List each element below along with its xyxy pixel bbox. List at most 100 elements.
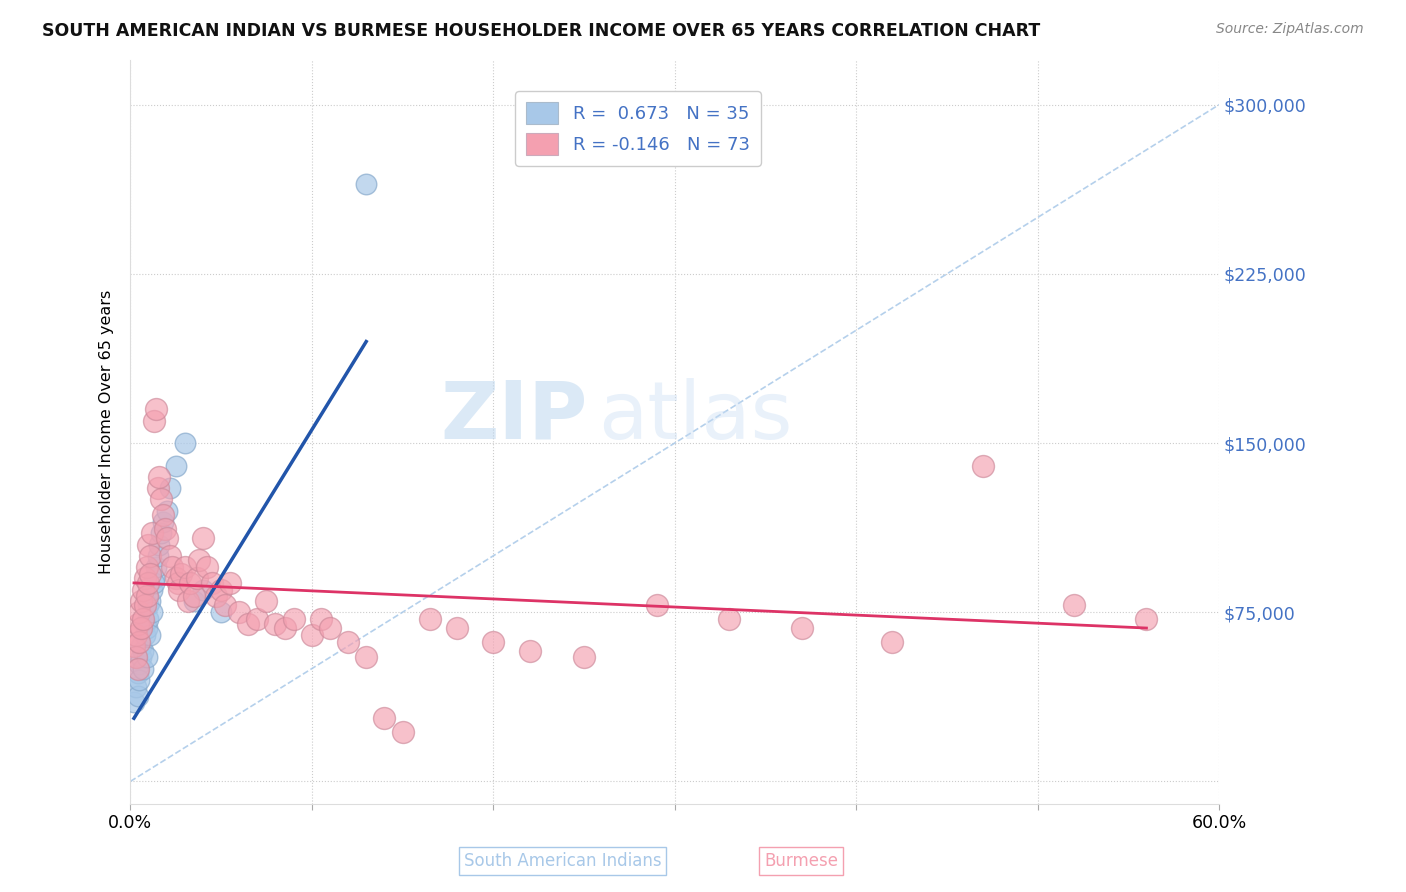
Point	[188, 553, 211, 567]
Point	[391, 724, 413, 739]
Point	[373, 711, 395, 725]
Point	[142, 576, 165, 591]
Point	[128, 605, 150, 619]
Point	[179, 576, 201, 591]
Point	[1063, 599, 1085, 613]
Point	[125, 650, 148, 665]
Point	[354, 177, 377, 191]
Point	[254, 594, 277, 608]
Point	[135, 590, 157, 604]
Point	[132, 643, 155, 657]
Point	[572, 650, 595, 665]
Point	[132, 662, 155, 676]
Point	[145, 402, 167, 417]
Point	[1135, 612, 1157, 626]
Point	[519, 643, 541, 657]
Point	[134, 628, 156, 642]
Point	[150, 492, 173, 507]
Point	[319, 621, 342, 635]
Point	[146, 481, 169, 495]
Point	[129, 621, 152, 635]
Point	[159, 549, 181, 563]
Point	[170, 566, 193, 581]
Point	[156, 504, 179, 518]
Point	[141, 526, 163, 541]
Point	[148, 538, 170, 552]
Point	[128, 634, 150, 648]
Point	[482, 634, 505, 648]
Point	[972, 458, 994, 473]
Point	[191, 531, 214, 545]
Point	[134, 571, 156, 585]
Point	[139, 549, 162, 563]
Point	[125, 680, 148, 694]
Point	[127, 662, 149, 676]
Point	[419, 612, 441, 626]
Point	[153, 522, 176, 536]
Point	[142, 413, 165, 427]
Point	[246, 612, 269, 626]
Point	[204, 590, 226, 604]
Point	[165, 571, 187, 585]
Point	[183, 590, 205, 604]
Point	[122, 696, 145, 710]
Point	[138, 612, 160, 626]
Point	[139, 566, 162, 581]
Point	[219, 576, 242, 591]
Point	[139, 628, 162, 642]
Point	[186, 571, 208, 585]
Point	[135, 560, 157, 574]
Text: Source: ZipAtlas.com: Source: ZipAtlas.com	[1216, 22, 1364, 37]
Point	[645, 599, 668, 613]
Point	[128, 657, 150, 672]
Text: atlas: atlas	[599, 378, 793, 456]
Point	[152, 508, 174, 523]
Point	[127, 616, 149, 631]
Point	[169, 582, 191, 597]
Y-axis label: Householder Income Over 65 years: Householder Income Over 65 years	[100, 290, 114, 574]
Point	[150, 526, 173, 541]
Point	[152, 515, 174, 529]
Point	[882, 634, 904, 648]
Legend: R =  0.673   N = 35, R = -0.146   N = 73: R = 0.673 N = 35, R = -0.146 N = 73	[515, 91, 761, 166]
Point	[177, 594, 200, 608]
Point	[145, 560, 167, 574]
Point	[129, 594, 152, 608]
Point	[446, 621, 468, 635]
Point	[354, 650, 377, 665]
Point	[160, 560, 183, 574]
Point	[129, 639, 152, 653]
Point	[209, 605, 232, 619]
Point	[132, 582, 155, 597]
Point	[125, 628, 148, 642]
Point	[139, 594, 162, 608]
Point	[132, 612, 155, 626]
Point	[148, 470, 170, 484]
Point	[337, 634, 360, 648]
Point	[165, 458, 187, 473]
Point	[790, 621, 813, 635]
Point	[146, 549, 169, 563]
Point	[301, 628, 323, 642]
Point	[156, 531, 179, 545]
Point	[127, 666, 149, 681]
Point	[159, 481, 181, 495]
Point	[191, 582, 214, 597]
Point	[309, 612, 332, 626]
Point	[134, 616, 156, 631]
Point	[183, 594, 205, 608]
Point	[238, 616, 260, 631]
Point	[214, 599, 236, 613]
Point	[273, 621, 295, 635]
Point	[264, 616, 287, 631]
Point	[228, 605, 250, 619]
Point	[138, 576, 160, 591]
Text: ZIP: ZIP	[440, 378, 588, 456]
Point	[134, 599, 156, 613]
Text: Burmese: Burmese	[765, 852, 838, 870]
Point	[283, 612, 305, 626]
Point	[195, 560, 218, 574]
Point	[141, 605, 163, 619]
Point	[173, 436, 195, 450]
Point	[142, 571, 165, 585]
